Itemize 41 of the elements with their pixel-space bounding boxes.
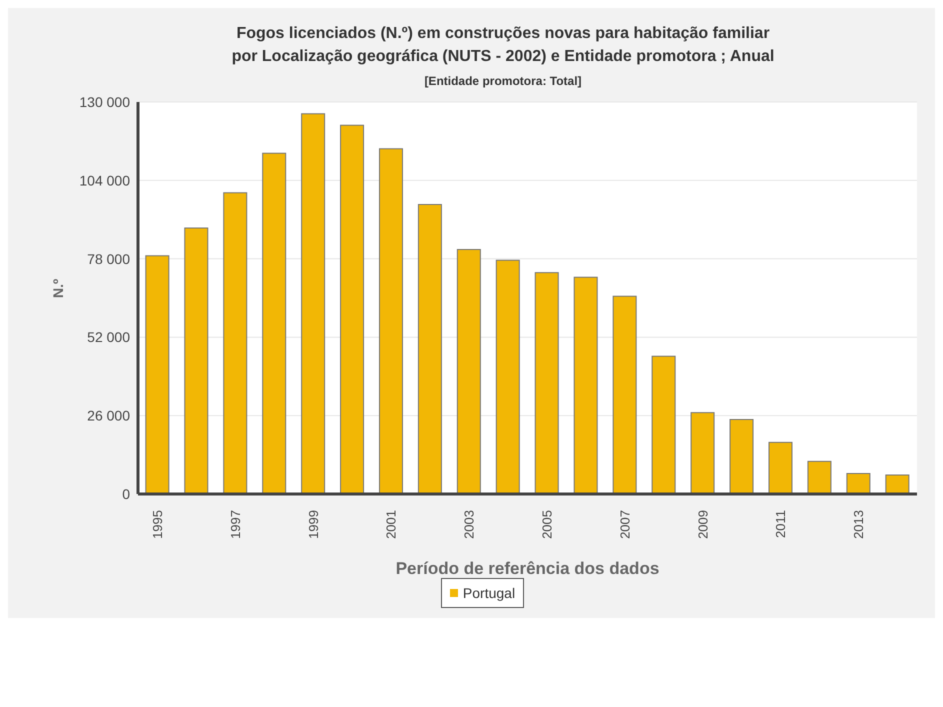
bar — [885, 474, 910, 494]
y-tick-label: 0 — [122, 486, 130, 502]
legend-label: Portugal — [440, 578, 524, 608]
bar — [145, 255, 170, 494]
x-tick-label: 2011 — [773, 510, 788, 538]
x-tick-label: 1999 — [306, 510, 321, 539]
x-tick-label: 2003 — [462, 510, 477, 539]
bar — [690, 412, 715, 494]
bar — [612, 296, 637, 494]
x-axis-title: Período de referência dos dados — [396, 559, 660, 578]
chart-title: Fogos licenciados (N.º) em construções novas para habitação familiar por Localização geográfica (NUTS - 2002) e Entidade promotora ; Anual — [230, 24, 776, 67]
y-tick-label: 130 000 — [79, 94, 130, 110]
bar — [301, 113, 326, 494]
chart-subtitle: [Entidade promotora: Total] — [423, 74, 583, 88]
x-tick-label: 1997 — [228, 510, 243, 539]
bar — [807, 460, 832, 494]
bar — [730, 419, 754, 494]
x-tick-label: 2007 — [617, 510, 632, 539]
bar — [378, 148, 403, 494]
bar — [534, 272, 559, 494]
bar — [262, 152, 286, 494]
bar — [652, 356, 676, 494]
bar — [340, 124, 364, 494]
y-tick-label: 52 000 — [87, 329, 130, 346]
y-tick-label: 78 000 — [87, 250, 130, 267]
y-tick-label: 26 000 — [87, 408, 130, 424]
x-tick-label: 2005 — [539, 510, 554, 539]
y-axis-title: N.º — [50, 278, 66, 298]
x-tick-label: 2001 — [384, 510, 399, 539]
bar — [768, 442, 792, 494]
bar — [496, 260, 520, 494]
x-tick-label: 2013 — [851, 510, 866, 539]
bar — [574, 276, 598, 494]
x-tick-label: 1995 — [150, 510, 165, 539]
bar — [456, 248, 481, 494]
bar — [418, 204, 442, 494]
bar — [184, 228, 208, 494]
x-tick-label: 2009 — [695, 510, 710, 539]
bar — [223, 192, 248, 494]
bar — [846, 472, 870, 494]
y-tick-label: 104 000 — [79, 172, 130, 188]
